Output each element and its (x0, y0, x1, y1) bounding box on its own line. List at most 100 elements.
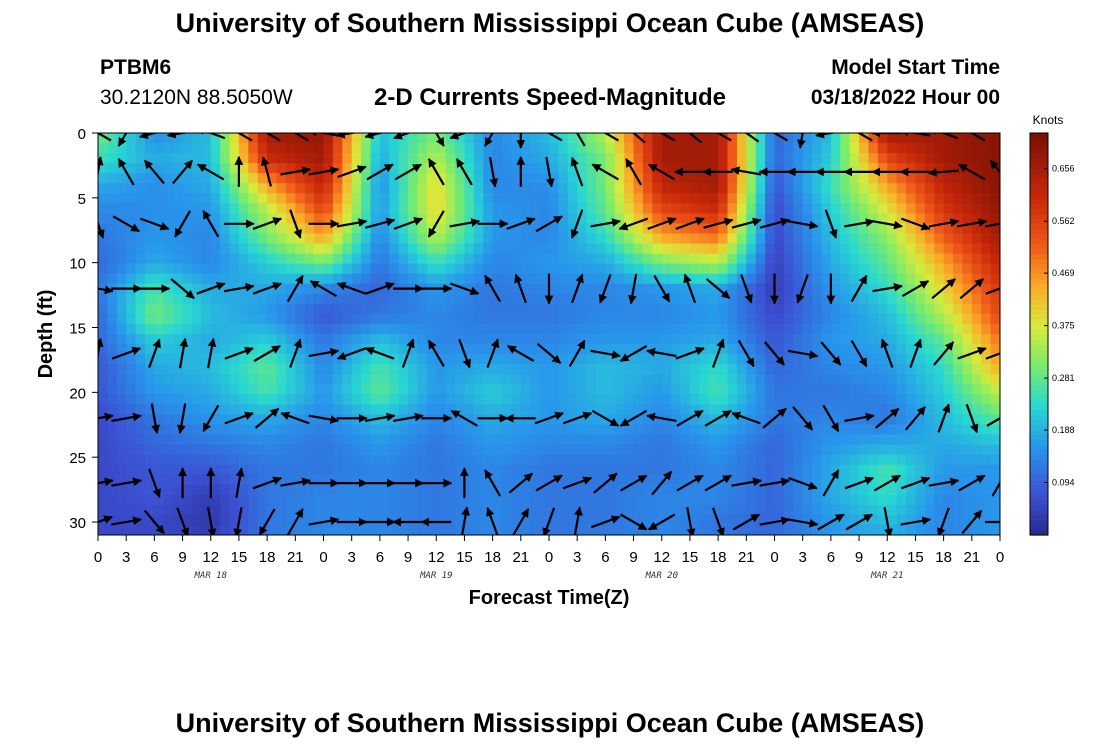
current-vector (591, 409, 620, 427)
heatmap-cell (896, 354, 907, 365)
heatmap-cell (765, 494, 776, 506)
heatmap-cell (953, 223, 964, 235)
heatmap-cell (605, 504, 616, 516)
heatmap-cell (511, 283, 522, 295)
heatmap-cell (642, 494, 653, 506)
heatmap-cell (736, 243, 747, 255)
heatmap-cell (267, 143, 278, 154)
heatmap-cell (191, 213, 202, 225)
heatmap-cell (173, 233, 184, 245)
heatmap-cell (953, 253, 964, 265)
heatmap-cell (830, 394, 841, 405)
heatmap-cell (530, 404, 541, 415)
heatmap-cell (558, 143, 569, 154)
x-tick-label: 15 (907, 549, 924, 566)
heatmap-cell (549, 334, 559, 345)
heatmap-cell (210, 374, 221, 385)
heatmap-cell (755, 434, 766, 446)
heatmap-cell (220, 474, 231, 486)
heatmap-cell (633, 504, 644, 516)
heatmap-cell (210, 163, 221, 174)
heatmap-cell (802, 414, 813, 426)
heatmap-cell (379, 173, 390, 184)
heatmap-cell (812, 414, 823, 426)
heatmap-cell (154, 233, 165, 245)
heatmap-cell (445, 454, 456, 466)
heatmap-cell (163, 424, 174, 436)
heatmap-cell (924, 303, 935, 315)
heatmap-cell (116, 213, 127, 225)
heatmap-cell (295, 253, 306, 265)
heatmap-cell (163, 404, 174, 415)
heatmap-cell (323, 354, 334, 365)
current-vector (98, 220, 105, 239)
heatmap-cell (154, 434, 165, 446)
heatmap-cell (379, 504, 390, 516)
heatmap-cell (642, 233, 653, 245)
heatmap-cell (323, 434, 334, 446)
heatmap-cell (379, 404, 390, 415)
heatmap-cell (567, 514, 578, 526)
heatmap-cell (351, 454, 362, 466)
heatmap-cell (567, 394, 578, 405)
heatmap-cell (924, 404, 935, 415)
heatmap-cell (558, 273, 569, 285)
heatmap-cell (116, 323, 127, 335)
heatmap-cell (502, 364, 513, 375)
heatmap-cell (624, 253, 635, 265)
heatmap-cell (605, 283, 616, 295)
heatmap-cell (727, 213, 738, 225)
heatmap-cell (915, 223, 926, 235)
current-vector (308, 516, 340, 526)
heatmap-cell (990, 253, 1000, 265)
heatmap-cell (238, 434, 249, 446)
heatmap-cell (577, 173, 588, 184)
heatmap-cell (840, 484, 851, 496)
heatmap-cell (868, 514, 879, 526)
heatmap-cell (135, 243, 146, 255)
heatmap-cell (652, 464, 663, 476)
heatmap-cell (201, 464, 212, 476)
heatmap-cell (220, 233, 231, 245)
heatmap-cell (182, 303, 193, 315)
heatmap-cell (558, 404, 569, 415)
heatmap-cell (859, 454, 870, 466)
heatmap-cell (605, 223, 616, 235)
heatmap-cell (295, 293, 306, 305)
heatmap-cell (539, 323, 550, 335)
heatmap-cell (755, 173, 766, 184)
x-tick-label: 18 (259, 549, 276, 566)
heatmap-cell (877, 143, 888, 154)
heatmap-cell (567, 173, 578, 184)
heatmap-cell (605, 273, 616, 285)
heatmap-cell (455, 143, 466, 154)
heatmap-cell (746, 313, 757, 325)
heatmap-cell (915, 524, 926, 535)
heatmap-cell (304, 504, 315, 516)
heatmap-cell (755, 354, 766, 365)
heatmap-cell (473, 504, 484, 516)
heatmap-cell (511, 354, 522, 365)
heatmap-cell (661, 454, 672, 466)
current-vector (937, 507, 950, 535)
heatmap-cell (633, 514, 644, 526)
heatmap-cell (661, 374, 672, 385)
heatmap-cell (163, 253, 174, 265)
heatmap-cell (295, 213, 306, 225)
heatmap-cell (774, 133, 785, 144)
heatmap-cell (859, 183, 870, 194)
heatmap-cell (370, 344, 381, 355)
heatmap-cell (191, 303, 202, 315)
heatmap-cell (727, 233, 738, 245)
heatmap-cell (896, 183, 907, 194)
heatmap-cell (943, 524, 954, 535)
x-tick-label: 18 (484, 549, 501, 566)
heatmap-cell (727, 223, 738, 235)
current-vector (534, 411, 564, 425)
x-tick-label: 9 (855, 549, 863, 566)
heatmap-cell (652, 323, 663, 335)
heatmap-cell (248, 213, 259, 225)
heatmap-cell (379, 233, 390, 245)
heatmap-cell (408, 414, 419, 426)
colorbar-segment (1030, 218, 1048, 225)
